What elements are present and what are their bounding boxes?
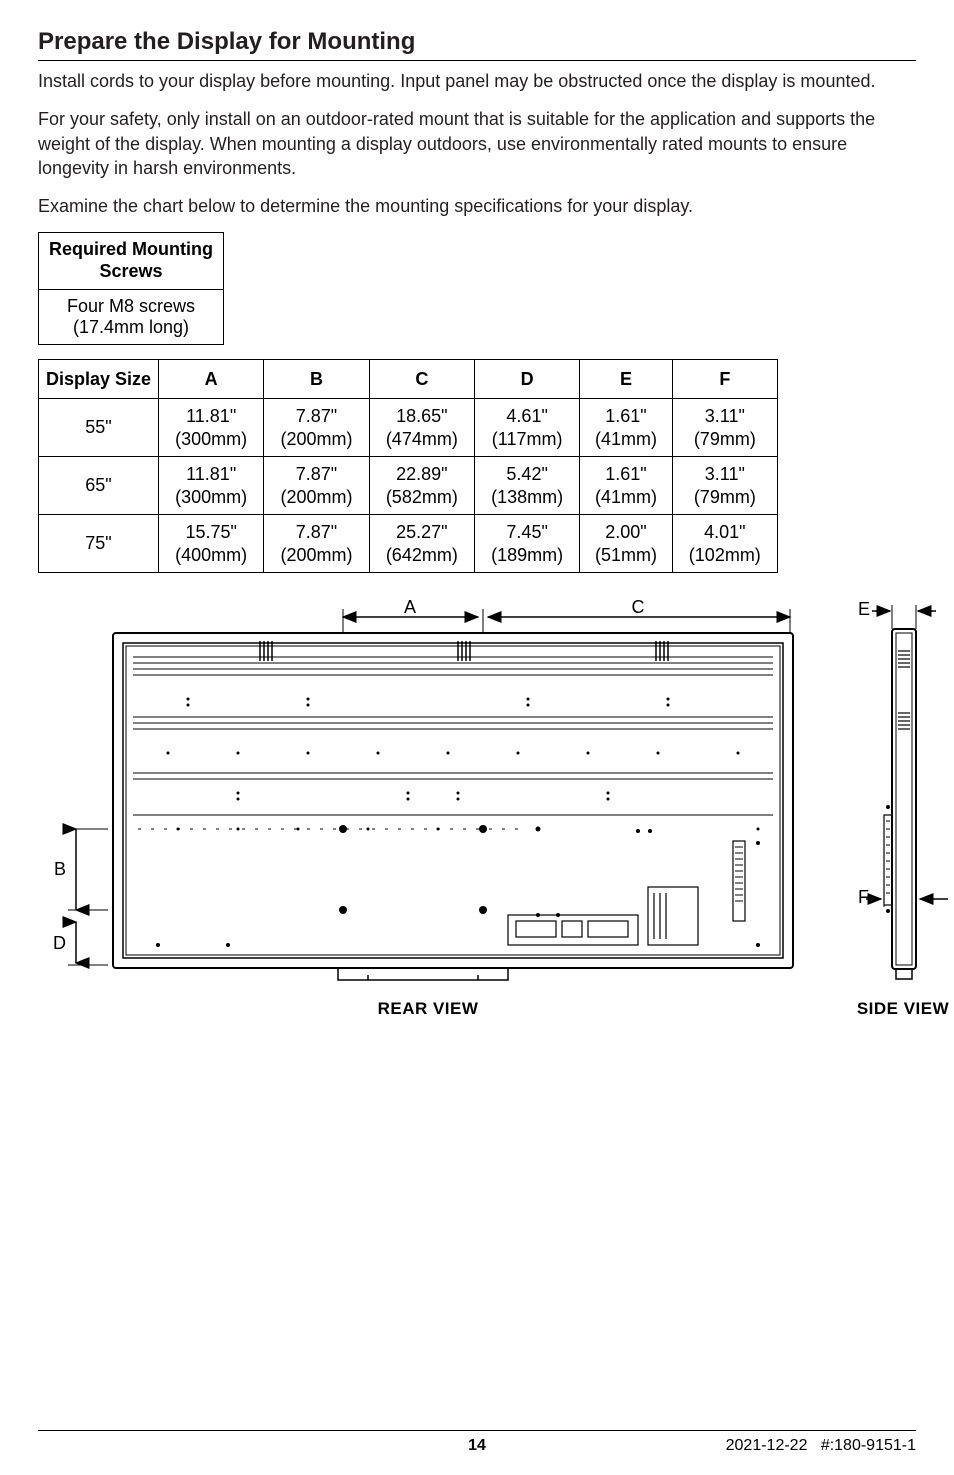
spec-header-row: Display Size A B C D E F (39, 359, 778, 399)
table-row: 55" 11.81"(300mm) 7.87"(200mm) 18.65"(47… (39, 399, 778, 457)
side-view-caption: SIDE VIEW (848, 999, 954, 1019)
cell-f: 3.11"(79mm) (672, 457, 777, 515)
cell-b: 7.87"(200mm) (264, 457, 369, 515)
heading-rule (38, 60, 916, 61)
spec-col-f: F (672, 359, 777, 399)
screws-header-l2: Screws (99, 261, 162, 281)
screws-header: Required Mounting Screws (39, 233, 224, 289)
section-heading: Prepare the Display for Mounting (38, 28, 916, 56)
spec-col-d: D (474, 359, 579, 399)
rear-view-caption: REAR VIEW (38, 999, 818, 1019)
screws-cell-l2: (17.4mm long) (73, 317, 189, 337)
rear-view-diagram: A C (38, 595, 818, 995)
cell-c: 22.89"(582mm) (369, 457, 474, 515)
paragraph-2: For your safety, only install on an outd… (38, 107, 916, 180)
cell-d: 5.42"(138mm) (474, 457, 579, 515)
table-row: 75" 15.75"(400mm) 7.87"(200mm) 25.27"(64… (39, 515, 778, 573)
spec-col-size: Display Size (39, 359, 159, 399)
svg-text:D: D (53, 933, 66, 953)
cell-f: 4.01"(102mm) (672, 515, 777, 573)
screws-table: Required Mounting Screws Four M8 screws … (38, 232, 224, 344)
svg-text:A: A (404, 597, 416, 617)
paragraph-3: Examine the chart below to determine the… (38, 194, 916, 218)
page-footer: 14 2021-12-22 #:180-9151-1 (38, 1430, 916, 1455)
svg-text:B: B (54, 859, 66, 879)
spec-col-a: A (159, 359, 264, 399)
cell-b: 7.87"(200mm) (264, 515, 369, 573)
screws-header-l1: Required Mounting (49, 239, 213, 259)
spec-col-b: B (264, 359, 369, 399)
cell-size: 55" (39, 399, 159, 457)
spec-table: Display Size A B C D E F 55" 11.81"(300m… (38, 359, 778, 574)
rear-view-wrap: A C (38, 595, 818, 1019)
diagram-row: A C (38, 595, 916, 1019)
cell-c: 18.65"(474mm) (369, 399, 474, 457)
spec-col-e: E (580, 359, 672, 399)
cell-d: 4.61"(117mm) (474, 399, 579, 457)
screws-cell: Four M8 screws (17.4mm long) (39, 289, 224, 344)
cell-a: 11.81"(300mm) (159, 457, 264, 515)
svg-text:E: E (858, 599, 870, 619)
cell-a: 15.75"(400mm) (159, 515, 264, 573)
side-view-diagram: E (848, 595, 954, 995)
cell-e: 1.61"(41mm) (580, 457, 672, 515)
paragraph-1: Install cords to your display before mou… (38, 69, 916, 93)
page-number: 14 (468, 1437, 486, 1455)
cell-c: 25.27"(642mm) (369, 515, 474, 573)
cell-size: 65" (39, 457, 159, 515)
cell-e: 2.00"(51mm) (580, 515, 672, 573)
spec-col-c: C (369, 359, 474, 399)
svg-text:F: F (858, 887, 869, 907)
cell-f: 3.11"(79mm) (672, 399, 777, 457)
side-view-wrap: E (848, 595, 954, 1019)
cell-d: 7.45"(189mm) (474, 515, 579, 573)
cell-size: 75" (39, 515, 159, 573)
cell-a: 11.81"(300mm) (159, 399, 264, 457)
cell-b: 7.87"(200mm) (264, 399, 369, 457)
table-row: 65" 11.81"(300mm) 7.87"(200mm) 22.89"(58… (39, 457, 778, 515)
svg-text:C: C (632, 597, 645, 617)
footer-right: 2021-12-22 #:180-9151-1 (726, 1437, 916, 1455)
screws-cell-l1: Four M8 screws (67, 296, 195, 316)
cell-e: 1.61"(41mm) (580, 399, 672, 457)
